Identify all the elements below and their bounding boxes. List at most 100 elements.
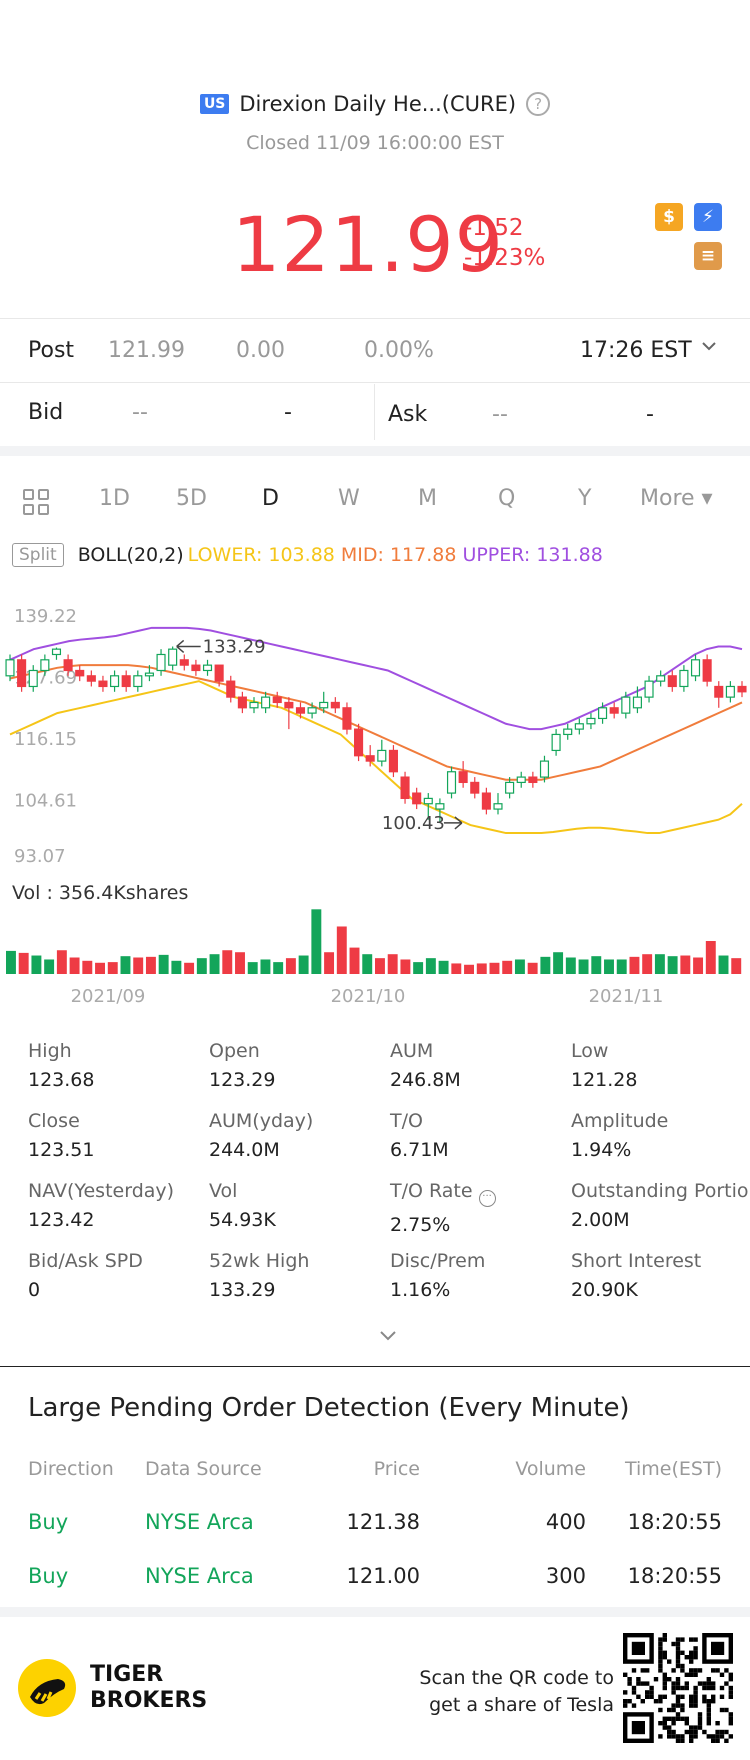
candle-body (342, 707, 352, 730)
tab-y[interactable]: Y (578, 486, 592, 511)
qr-module (693, 1729, 698, 1735)
volume-bar (362, 954, 373, 974)
qr-module (671, 1641, 676, 1647)
stat-item: T/O Rate ··· 2.75% (390, 1180, 496, 1236)
stat-value: 54.93K (209, 1209, 276, 1231)
grid-icon[interactable] (22, 488, 50, 522)
stock-name[interactable]: Direxion Daily He...(CURE) (239, 92, 517, 116)
y-tick-label: 116.15 (14, 729, 77, 750)
post-price: 121.99 (108, 338, 185, 363)
candlestick-chart[interactable]: 139.22127.69116.15104.6193.07133.29100.4… (0, 600, 750, 870)
expand-chevron-icon[interactable] (378, 1328, 398, 1347)
qr-module (702, 1729, 707, 1735)
candle-body (272, 696, 282, 704)
qr-module (724, 1738, 729, 1743)
qr-module (675, 1699, 681, 1704)
boll-lower-line (9, 680, 743, 835)
tab-1d[interactable]: 1D (99, 486, 130, 511)
volume-label-text: Vol (12, 882, 41, 904)
candle-body (528, 776, 538, 784)
qr-module (640, 1699, 645, 1704)
tab-m[interactable]: M (418, 486, 437, 511)
qr-module (675, 1703, 681, 1708)
candle-body (493, 803, 503, 810)
qr-module (693, 1685, 698, 1691)
volume-bar (400, 959, 411, 974)
volume-bar (196, 958, 207, 974)
volume-bar (222, 950, 233, 974)
volume-bar (718, 955, 729, 974)
qr-module (719, 1694, 725, 1699)
qr-module (662, 1681, 667, 1686)
candle-body (725, 685, 735, 698)
stat-value: 121.28 (571, 1069, 638, 1091)
tab-d[interactable]: D (262, 486, 279, 511)
info-icon[interactable]: ··· (478, 1190, 496, 1207)
qr-module (684, 1685, 689, 1691)
qr-module (711, 1699, 716, 1704)
qr-module (689, 1655, 694, 1660)
tab-5d[interactable]: 5D (176, 486, 207, 511)
qr-module (724, 1681, 729, 1686)
tab-more[interactable]: More ▾ (640, 486, 713, 511)
tab-q[interactable]: Q (498, 486, 516, 511)
qr-code-icon[interactable] (623, 1633, 733, 1743)
large-orders-title: Large Pending Order Detection (Every Min… (28, 1393, 630, 1423)
bid-ask-divider (374, 384, 375, 440)
qr-module (689, 1668, 694, 1673)
help-icon[interactable]: ? (526, 92, 551, 116)
volume-bar (604, 959, 614, 974)
qr-module (658, 1707, 663, 1713)
candle-body (481, 792, 491, 810)
tiger-logo-icon (18, 1659, 76, 1717)
stat-item: AUM 246.8M (390, 1040, 461, 1091)
qr-module (675, 1663, 681, 1669)
stat-value: 133.29 (209, 1279, 276, 1301)
qr-module (680, 1663, 685, 1669)
volume-bar (425, 958, 436, 974)
volume-chart[interactable]: 2021/09 2021/10 2021/11 (0, 900, 750, 1010)
order-source: NYSE Arca (145, 1564, 254, 1588)
stack-badge-icon[interactable]: ≡ (694, 242, 722, 270)
scan-line2: get a share of Tesla (429, 1694, 614, 1716)
qr-module (684, 1716, 689, 1721)
volume-bar (133, 957, 144, 974)
footer: TIGER BROKERS Scan the QR code to get a … (0, 1617, 750, 1760)
qr-module (684, 1681, 689, 1686)
qr-module (689, 1703, 694, 1708)
qr-module (667, 1725, 672, 1730)
stat-item: Low 121.28 (571, 1040, 637, 1091)
stat-label: Outstanding Portio (571, 1180, 749, 1202)
qr-module (675, 1650, 681, 1655)
indicator-row: Split BOLL(20,2) LOWER: 103.88 MID: 117.… (12, 543, 603, 567)
candle-body (168, 648, 178, 666)
flash-badge-icon[interactable]: ⚡ (694, 203, 722, 231)
split-button[interactable]: Split (12, 543, 64, 567)
candle-body (202, 664, 213, 672)
post-percent: 0.00% (364, 338, 434, 363)
brand-line2: BROKERS (90, 1688, 208, 1713)
high-marker-label: 133.29 (203, 636, 266, 657)
volume-bar (336, 926, 347, 974)
volume-bar (451, 963, 462, 974)
qr-module (684, 1721, 689, 1726)
qr-module (640, 1668, 645, 1673)
qr-module (728, 1690, 733, 1695)
qr-module (728, 1712, 733, 1717)
chevron-down-icon[interactable] (700, 336, 718, 361)
qr-module (675, 1694, 681, 1699)
stat-value: 244.0M (209, 1139, 280, 1161)
qr-module (689, 1637, 694, 1642)
stat-label: AUM (390, 1040, 434, 1062)
candle-body (516, 776, 526, 784)
dollar-badge-icon[interactable]: $ (655, 203, 683, 231)
order-source: NYSE Arca (145, 1510, 254, 1534)
post-time[interactable]: 17:26 EST (580, 338, 692, 363)
qr-module (693, 1725, 698, 1730)
tab-w[interactable]: W (338, 486, 360, 511)
qr-module (728, 1685, 733, 1691)
indicator-name[interactable]: BOLL(20,2) (77, 544, 184, 566)
stat-item: Outstanding Portio 2.00M (571, 1180, 750, 1231)
candle-body (237, 696, 247, 709)
qr-module (693, 1699, 698, 1704)
